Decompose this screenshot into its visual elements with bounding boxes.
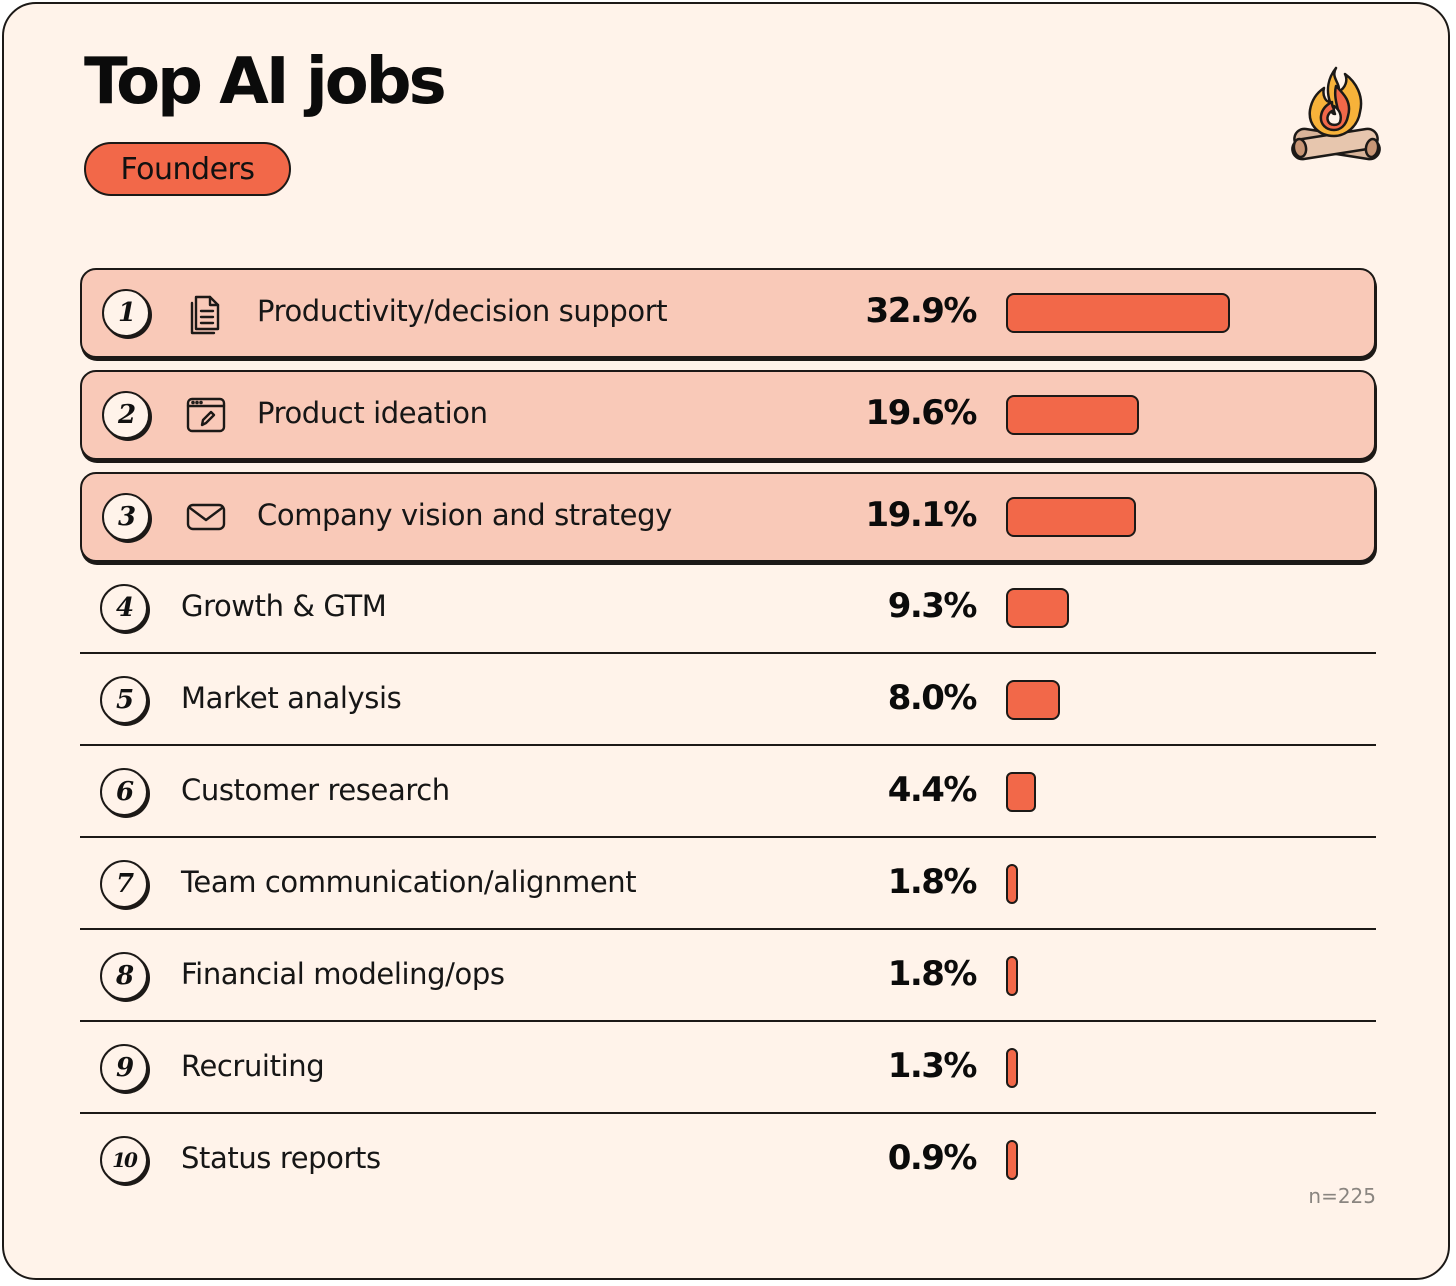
browser-edit-icon (182, 391, 230, 439)
category-label: Team communication/alignment (181, 865, 637, 899)
category-label: Market analysis (181, 681, 402, 715)
chart-title: Top AI jobs (84, 45, 447, 119)
category-label: Customer research (181, 773, 450, 807)
category-label: Product ideation (257, 396, 488, 430)
rank-badge: 10 (100, 1136, 148, 1184)
value-label: 19.1% (865, 495, 978, 535)
list-row: 5 Market analysis 8.0% (80, 654, 1376, 746)
category-label: Growth & GTM (181, 589, 387, 623)
rank-badge: 8 (100, 952, 148, 1000)
rank-badge: 2 (102, 391, 150, 439)
value-label: 4.4% (887, 770, 978, 810)
value-bar (1006, 772, 1036, 812)
envelope-icon (182, 493, 230, 541)
highlighted-row: 2 Product ideation 19.6% (80, 370, 1376, 460)
rank-badge: 1 (102, 289, 150, 337)
highlighted-row: 3 Company vision and strategy 19.1% (80, 472, 1376, 562)
highlighted-row: 1 Productivity/decision support 32.9% (80, 268, 1376, 358)
list-row: 6 Customer research 4.4% (80, 746, 1376, 838)
value-label: 19.6% (865, 393, 978, 433)
value-bar (1006, 956, 1018, 996)
rank-badge: 5 (100, 676, 148, 724)
list-row: 7 Team communication/alignment 1.8% (80, 838, 1376, 930)
list-row: 10 Status reports 0.9% (80, 1114, 1376, 1206)
rank-badge: 4 (100, 584, 148, 632)
rank-badge: 3 (102, 493, 150, 541)
value-label: 8.0% (887, 678, 978, 718)
sample-size-note: n=225 (1308, 1184, 1376, 1208)
rank-badge: 9 (100, 1044, 148, 1092)
category-label: Company vision and strategy (257, 498, 672, 532)
category-label: Productivity/decision support (257, 294, 668, 328)
value-label: 1.8% (887, 954, 978, 994)
category-label: Status reports (181, 1141, 381, 1175)
value-bar (1006, 1140, 1018, 1180)
value-bar (1006, 1048, 1018, 1088)
value-bar (1006, 680, 1060, 720)
value-label: 1.8% (887, 862, 978, 902)
campfire-logo-icon (1291, 66, 1381, 161)
value-bar (1006, 864, 1018, 904)
rank-badge: 7 (100, 860, 148, 908)
value-label: 9.3% (887, 586, 978, 626)
list-row: 4 Growth & GTM 9.3% (80, 562, 1376, 654)
value-bar (1006, 588, 1069, 628)
category-label: Recruiting (181, 1049, 325, 1083)
list-row: 9 Recruiting 1.3% (80, 1022, 1376, 1114)
value-bar (1006, 497, 1136, 537)
list-row: 8 Financial modeling/ops 1.8% (80, 930, 1376, 1022)
value-bar (1006, 293, 1230, 333)
document-icon (182, 289, 230, 337)
value-bar (1006, 395, 1139, 435)
category-label: Financial modeling/ops (181, 957, 505, 991)
ranking-list: 1 Productivity/decision support 32.9% 2 Prod… (80, 0, 1376, 1286)
value-label: 0.9% (887, 1138, 978, 1178)
rank-badge: 6 (100, 768, 148, 816)
value-label: 32.9% (865, 291, 978, 331)
segment-badge: Founders (84, 142, 291, 196)
value-label: 1.3% (887, 1046, 978, 1086)
